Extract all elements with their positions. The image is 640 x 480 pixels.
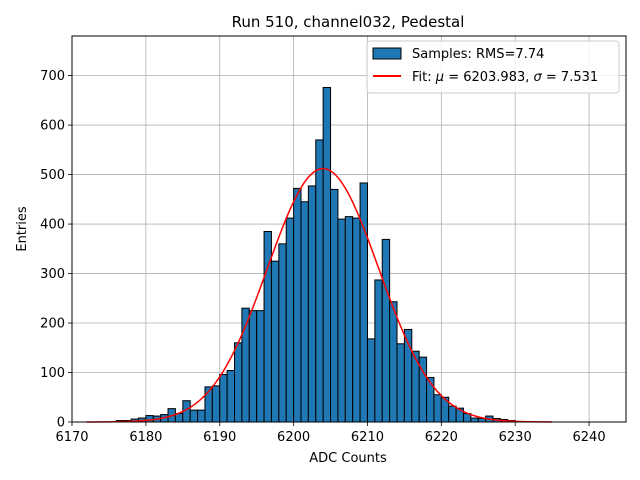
plot-frame bbox=[71, 35, 627, 423]
legend-fit-sigma-value: = 7.531 bbox=[546, 70, 598, 85]
histogram-bar bbox=[470, 417, 479, 423]
y-axis-label: Entries bbox=[15, 206, 30, 252]
x-tick-label: 6170 bbox=[55, 430, 88, 445]
legend-fit-prefix: Fit: bbox=[412, 70, 432, 85]
legend-fit-sigma-symbol: σ bbox=[534, 70, 543, 85]
y-tick-label: 600 bbox=[40, 119, 65, 134]
legend-swatch-samples bbox=[372, 47, 402, 60]
legend-fit-mu-symbol: μ bbox=[435, 70, 444, 85]
x-tick-label: 6230 bbox=[499, 430, 532, 445]
histogram-bar bbox=[359, 182, 368, 423]
histogram-bar bbox=[197, 409, 206, 423]
legend-fit-mu-value: = 6203.983, bbox=[448, 70, 529, 85]
y-tick-label: 500 bbox=[40, 168, 65, 183]
x-tick-label: 6220 bbox=[425, 430, 458, 445]
chart-title: Run 510, channel032, Pedestal bbox=[232, 13, 465, 31]
histogram-bar bbox=[337, 218, 346, 423]
x-tick-label: 6190 bbox=[203, 430, 236, 445]
histogram-bar bbox=[300, 201, 309, 423]
histogram-bar bbox=[270, 260, 280, 423]
histogram-bar bbox=[433, 394, 442, 423]
histogram-bar bbox=[226, 370, 236, 423]
legend-box bbox=[366, 40, 620, 94]
y-tick-label: 300 bbox=[40, 267, 65, 282]
histogram-bar bbox=[219, 373, 228, 423]
histogram-bar bbox=[381, 238, 391, 423]
histogram-bar bbox=[293, 187, 302, 423]
histogram-bar bbox=[285, 217, 295, 423]
histogram-bar bbox=[330, 188, 339, 423]
y-tick-label: 100 bbox=[40, 366, 65, 381]
legend-label-samples: Samples: RMS=7.74 bbox=[412, 47, 544, 62]
y-tick-label: 700 bbox=[40, 69, 65, 84]
x-tick-label: 6240 bbox=[573, 430, 606, 445]
histogram-bar bbox=[256, 310, 265, 423]
x-tick-label: 6200 bbox=[277, 430, 310, 445]
histogram-bar bbox=[315, 139, 324, 423]
fit-curve bbox=[86, 167, 553, 423]
histogram-bar bbox=[426, 376, 435, 423]
histogram-bar bbox=[374, 279, 383, 423]
histogram-bar bbox=[344, 216, 354, 423]
histogram-bar bbox=[448, 405, 457, 423]
x-tick-label: 6180 bbox=[129, 430, 162, 445]
histogram-bar bbox=[352, 217, 361, 423]
histogram-bar bbox=[248, 310, 258, 423]
y-tick-label: 400 bbox=[40, 218, 65, 233]
histogram-bar bbox=[396, 343, 405, 423]
histogram-bar bbox=[322, 86, 332, 423]
y-tick-label: 200 bbox=[40, 317, 65, 332]
histogram-bar bbox=[307, 185, 317, 423]
histogram-bar bbox=[234, 342, 243, 423]
x-tick-label: 6210 bbox=[351, 430, 384, 445]
histogram-bar bbox=[211, 385, 221, 423]
y-tick-label: 0 bbox=[57, 416, 65, 431]
legend: Samples: RMS=7.74 Fit: μ = 6203.983, σ =… bbox=[366, 40, 620, 94]
legend-label-fit: Fit: μ = 6203.983, σ = 7.531 bbox=[412, 70, 598, 85]
histogram-bar bbox=[477, 418, 487, 423]
histogram-bar bbox=[189, 409, 199, 423]
histogram-bar bbox=[366, 338, 376, 423]
histogram-bars bbox=[115, 86, 524, 423]
y-axis-ticks: 0 100 200 300 400 500 600 700 bbox=[40, 69, 72, 431]
x-axis-label: ADC Counts bbox=[309, 451, 387, 466]
x-axis-ticks: 6170 6180 6190 6200 6210 6220 6230 6240 bbox=[55, 422, 606, 445]
histogram-bar bbox=[278, 243, 287, 423]
histogram-bar bbox=[389, 301, 398, 423]
